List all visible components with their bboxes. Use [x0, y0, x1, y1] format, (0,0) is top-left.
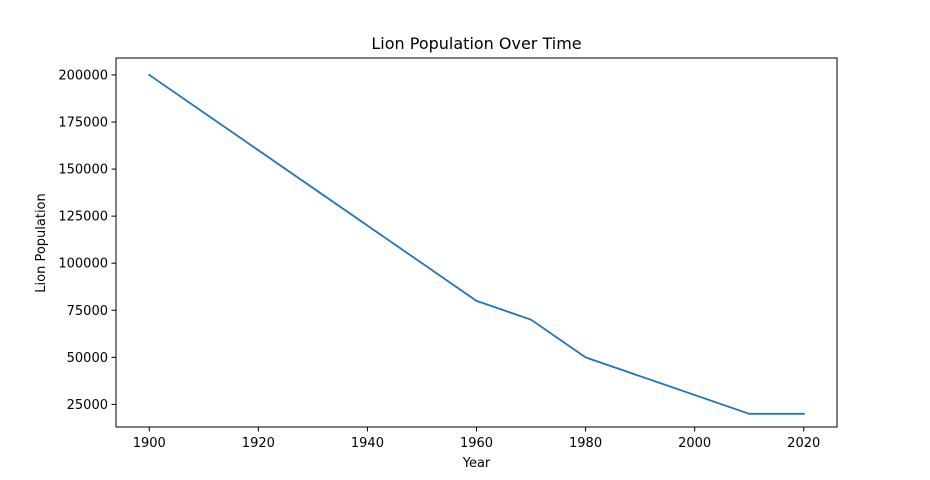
- x-tick-label: 1900: [133, 436, 166, 451]
- x-tick-label: 2020: [787, 436, 820, 451]
- x-tick-label: 1960: [460, 436, 493, 451]
- y-tick-label: 125000: [58, 210, 108, 225]
- x-tick-label: 1940: [351, 436, 384, 451]
- data-point: [475, 299, 478, 302]
- chart-title: Lion Population Over Time: [371, 34, 581, 53]
- y-tick-label: 75000: [67, 304, 108, 319]
- series-line-0: [148, 73, 805, 415]
- y-tick-label: 100000: [58, 257, 108, 272]
- y-axis-label: Lion Population: [34, 193, 49, 292]
- data-point: [530, 318, 532, 321]
- plot-area: 1900 1920 1940 1960 1980 2000 2020 25000 50000 75…: [58, 57, 838, 451]
- y-tick-label: 150000: [58, 163, 108, 178]
- y-tick-label: 25000: [67, 398, 108, 413]
- data-point: [802, 412, 805, 415]
- x-tick-label: 1920: [242, 436, 275, 451]
- y-tick-label: 175000: [58, 116, 108, 131]
- y-tick-label: 50000: [67, 351, 108, 366]
- data-point: [584, 356, 587, 359]
- data-point: [748, 412, 751, 415]
- x-axis-label: Year: [462, 456, 491, 471]
- y-tick-label: 200000: [58, 68, 108, 83]
- data-point: [148, 74, 151, 76]
- x-tick-label: 2000: [678, 436, 711, 451]
- x-tick-label: 1980: [569, 436, 602, 451]
